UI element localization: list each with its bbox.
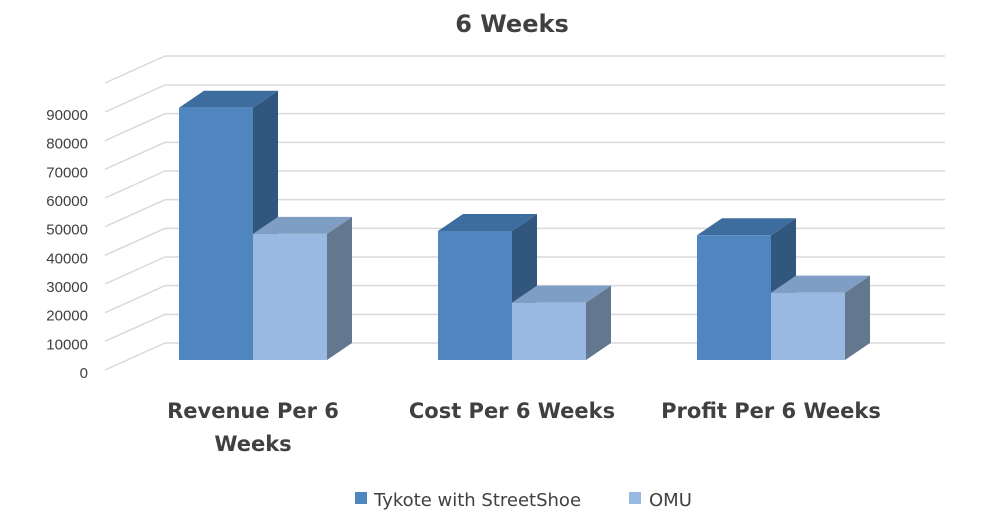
y-tick-label: 10000 (46, 336, 88, 353)
chart-title: 6 Weeks (455, 10, 568, 38)
gridline (104, 141, 945, 171)
x-category-label: Revenue Per 6 Weeks (167, 399, 339, 456)
gridline (104, 55, 945, 84)
legend-item: OMU (629, 490, 692, 511)
y-tick-label: 30000 (46, 279, 88, 296)
gridline (104, 198, 945, 228)
x-category-label: Cost Per 6 Weeks (409, 399, 615, 423)
x-axis-labels: Revenue Per 6 Weeks Cost Per 6 Weeks Profit… (167, 399, 881, 456)
y-tick-label: 50000 (46, 222, 88, 239)
y-axis-ticks: 0 10000 20000 30000 40000 50000 60000 70000 8000… (46, 107, 88, 382)
bars (179, 90, 870, 360)
y-tick-label: 90000 (46, 107, 88, 124)
legend-swatch (355, 492, 367, 504)
gridline (104, 84, 945, 113)
legend-label: Tykote with StreetShoe (373, 490, 581, 511)
y-tick-label: 20000 (46, 308, 88, 325)
gridline (104, 170, 945, 199)
bar (253, 216, 352, 360)
gridline (104, 112, 945, 142)
y-tick-label: 70000 (46, 164, 88, 181)
bar (771, 275, 870, 360)
y-tick-label: 80000 (46, 136, 88, 153)
x-category-label: Profit Per 6 Weeks (661, 399, 881, 423)
y-tick-label: 60000 (46, 193, 88, 210)
legend-label: OMU (649, 490, 692, 511)
legend: Tykote with StreetShoe OMU (355, 490, 692, 511)
y-tick-label: 40000 (46, 250, 88, 267)
bar (512, 285, 611, 360)
legend-swatch (629, 492, 641, 504)
legend-item: Tykote with StreetShoe (355, 490, 581, 511)
y-tick-label: 0 (80, 365, 88, 382)
